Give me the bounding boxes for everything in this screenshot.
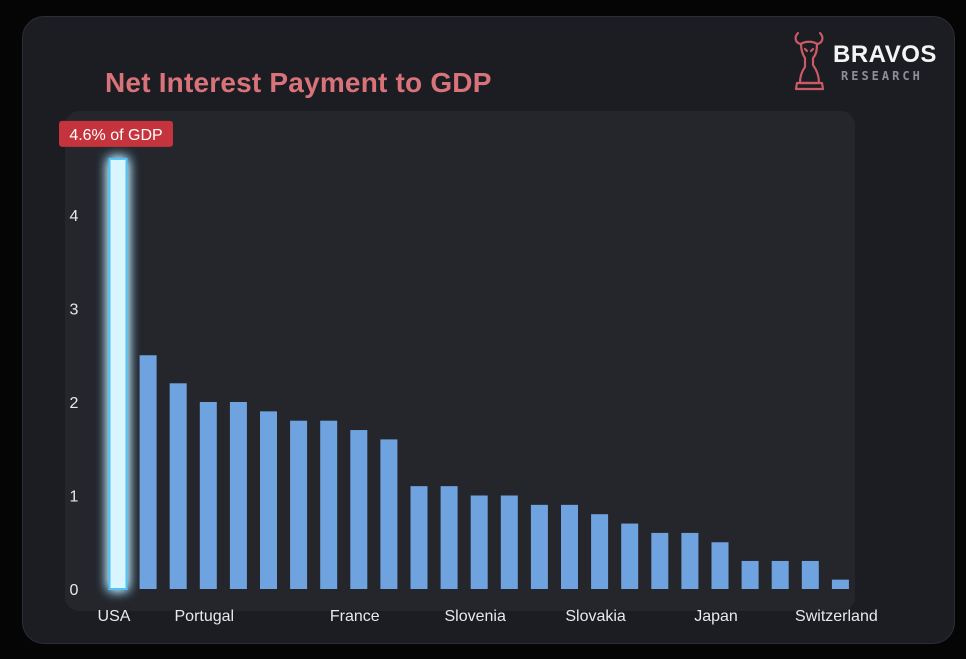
bar: [591, 514, 609, 589]
x-tick-label: Switzerland: [795, 608, 878, 625]
bar: [290, 420, 308, 589]
x-tick-label: Slovenia: [445, 608, 506, 625]
annotation-label: 4.6% of GDP: [69, 127, 162, 144]
bar: [199, 402, 217, 589]
bar: [470, 495, 488, 589]
bar: [380, 439, 398, 589]
bar: [831, 579, 849, 589]
logo-subtitle: RESEARCH: [841, 69, 923, 83]
bars-group: [108, 157, 849, 590]
logo-wordmark: BRAVOS: [833, 41, 937, 68]
x-axis: USA Portugal France Slovenia Slovakia Japan Sw…: [98, 608, 878, 625]
x-tick-label: France: [330, 608, 380, 625]
bar: [260, 411, 277, 589]
bar: [320, 420, 338, 589]
x-tick-label: USA: [98, 608, 131, 625]
bar: [771, 560, 789, 589]
y-tick-label: 1: [70, 489, 79, 506]
y-tick-label: 4: [70, 208, 79, 225]
bar: [741, 560, 759, 589]
bar: [801, 560, 819, 589]
bull-knight-icon: [794, 31, 825, 91]
bar: [169, 383, 187, 589]
bar: [561, 504, 578, 589]
bar: [139, 355, 157, 589]
x-tick-label: Slovakia: [565, 608, 626, 625]
bar: [711, 542, 729, 589]
annotation-callout: 4.6% of GDP: [59, 120, 173, 147]
bar: [681, 532, 699, 589]
annotation-badge: [59, 120, 173, 147]
plot-area: [65, 111, 855, 611]
bar: [229, 402, 247, 589]
x-tick-label: Portugal: [175, 608, 235, 625]
bar-highlighted: [108, 157, 128, 590]
bar: [621, 523, 639, 589]
x-tick-label: Japan: [694, 608, 738, 625]
y-tick-label: 2: [70, 395, 79, 412]
y-tick-label: 0: [70, 582, 79, 599]
y-axis: 0 1 2 3 4: [70, 208, 79, 599]
chart-title: Net Interest Payment to GDP: [105, 67, 492, 98]
brand-logo: BRAVOS RESEARCH: [789, 27, 949, 99]
bar: [350, 430, 368, 589]
bar: [651, 532, 669, 589]
y-tick-label: 3: [70, 302, 79, 319]
bar: [440, 486, 458, 589]
bar: [500, 495, 518, 589]
bar: [530, 504, 548, 589]
bar: [410, 486, 428, 589]
